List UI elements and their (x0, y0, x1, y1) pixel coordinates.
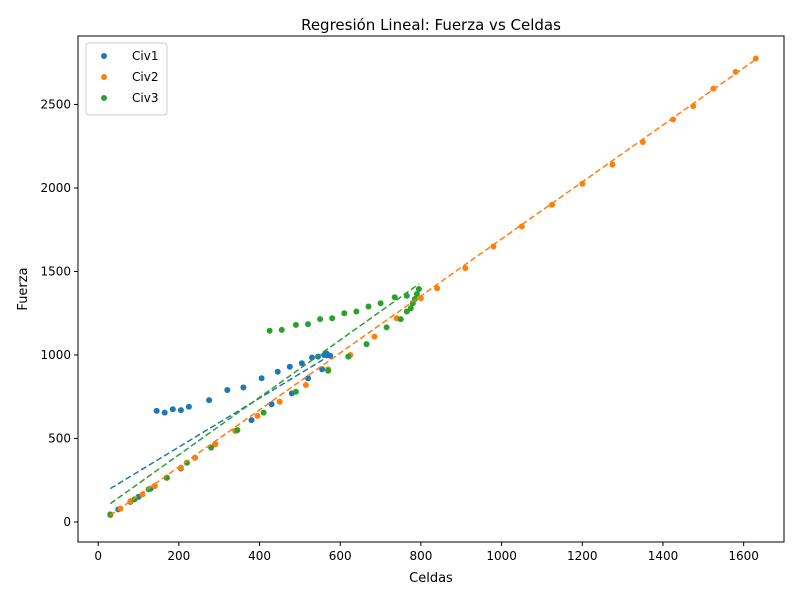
civ2-legend-label: Civ2 (132, 70, 158, 84)
civ1-legend-label: Civ1 (132, 49, 158, 63)
civ1-point (161, 409, 168, 416)
civ3-point (292, 321, 299, 328)
civ1-regression-line (109, 353, 333, 490)
civ1-point (319, 366, 326, 373)
chart-title: Regresión Lineal: Fuerza vs Celdas (301, 16, 561, 34)
civ3-point (341, 310, 348, 317)
civ1-point (309, 354, 315, 361)
y-tick-label: 2000 (40, 181, 71, 195)
civ2-regression-line (109, 58, 757, 516)
civ1-point (286, 363, 293, 370)
civ2-point (302, 382, 309, 388)
civ3-point (383, 324, 390, 331)
civ3-point (377, 300, 384, 307)
civ3-point (403, 308, 410, 315)
civ3-point (391, 294, 398, 301)
civ2-point (151, 483, 158, 490)
y-tick-label: 0 (63, 515, 71, 529)
x-tick-label: 800 (409, 549, 432, 563)
x-tick-label: 400 (248, 549, 271, 563)
civ3-point (413, 291, 420, 297)
civ2-legend-marker (101, 74, 107, 80)
civ2-point (490, 243, 497, 250)
y-tick-label: 1500 (40, 264, 71, 278)
plot-frame (77, 35, 785, 543)
civ2-point (549, 201, 555, 208)
civ1-point (298, 360, 305, 367)
civ1-point (274, 368, 281, 375)
civ3-point (329, 315, 336, 322)
civ2-point (371, 333, 378, 340)
legend: Civ1 Civ2 Civ3 (85, 42, 168, 116)
civ3-point (397, 316, 404, 323)
civ1-point (240, 384, 247, 391)
civ2-point (276, 398, 283, 405)
civ1-point (258, 375, 265, 382)
x-tick-label: 600 (329, 549, 352, 563)
civ1-point (185, 403, 192, 410)
civ3-point (325, 367, 332, 374)
civ2-point (518, 223, 525, 230)
x-tick-label: 200 (167, 549, 190, 563)
plot-layer (107, 55, 759, 519)
civ1-point (169, 406, 176, 413)
civ3-point (208, 444, 215, 451)
civ1-point (206, 397, 213, 404)
civ3-point (317, 316, 324, 323)
y-tick-label: 1000 (40, 348, 71, 362)
civ3-point (292, 388, 299, 395)
y-tick-label: 2500 (40, 97, 71, 111)
civ1-point (321, 352, 328, 358)
civ2-point (434, 285, 441, 292)
civ3-point (234, 427, 241, 434)
civ3-point (345, 353, 352, 360)
civ1-point (305, 375, 311, 382)
civ3-point (305, 321, 311, 328)
civ3-point (365, 303, 372, 310)
civ3-point (415, 286, 422, 292)
civ3-legend-marker (101, 95, 107, 101)
civ1-legend-marker (101, 53, 107, 59)
x-axis-label: Celdas (409, 571, 453, 586)
x-tick-label: 1600 (728, 549, 759, 563)
civ2-point (609, 161, 616, 168)
civ1-point (248, 417, 255, 424)
civ3-point (183, 459, 190, 466)
civ3-point (260, 409, 267, 416)
x-tick-label: 1000 (486, 549, 517, 563)
x-tick-label: 1200 (567, 549, 598, 563)
civ3-point (407, 305, 414, 312)
y-axis-label: Fuerza (16, 267, 31, 310)
x-tick-label: 1400 (648, 549, 679, 563)
civ1-point (268, 401, 275, 408)
y-tick-label: 500 (48, 431, 71, 445)
x-tick-label: 0 (94, 549, 102, 563)
civ3-point (266, 327, 273, 334)
civ3-regression-line (109, 283, 420, 505)
civ1-point (153, 407, 160, 414)
civ3-legend-label: Civ3 (132, 91, 158, 105)
civ2-point (254, 412, 261, 419)
civ1-point (224, 387, 231, 393)
civ1-point (177, 407, 184, 414)
civ2-point (462, 265, 469, 272)
civ3-point (278, 326, 285, 333)
civ3-point (363, 341, 370, 348)
civ3-point (353, 308, 360, 315)
ticks-layer: 0 200 400 600 800 1000 1200 1400 1600 0 500 1000 150… (40, 97, 758, 563)
